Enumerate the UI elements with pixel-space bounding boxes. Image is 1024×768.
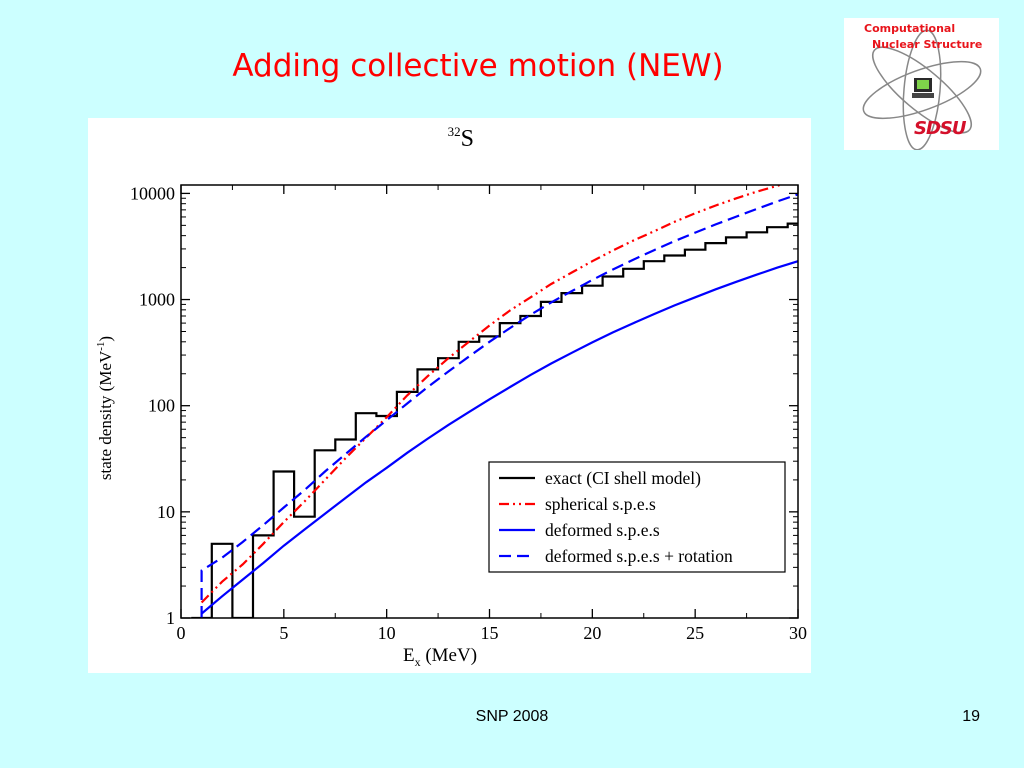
series-line-4 [200, 193, 798, 618]
y-axis-label-superscript: -1 [95, 342, 107, 351]
x-axis-label-unit: (MeV) [421, 645, 477, 666]
legend-box [488, 461, 786, 573]
x-tick-label: 25 [686, 623, 704, 643]
legend-label: deformed s.p.e.s + rotation [545, 546, 733, 566]
logo-text-sdsu: SDSU [914, 118, 966, 139]
x-axis-label-subscript: x [415, 655, 421, 669]
series-line-2 [200, 185, 784, 604]
x-tick-label: 15 [481, 623, 499, 643]
csnp-logo: Computational Nuclear Structure SDSU [844, 18, 999, 150]
x-axis-label: Ex (MeV) [403, 645, 477, 669]
y-tick-label: 1 [166, 608, 175, 628]
state-density-chart: 0 5 10 15 20 25 30 1 10 100 1000 10000 32S Ex (MeV)… [95, 124, 807, 669]
chart-title-main: 32S [448, 124, 474, 152]
y-axis-label: state density (MeV-1) [95, 336, 115, 480]
x-axis-label-main: E [403, 645, 415, 666]
chart-title-element: S [461, 126, 474, 152]
legend-label: exact (CI shell model) [545, 468, 701, 488]
chart-title-superscript: 32 [448, 124, 461, 139]
slide-title: Adding collective motion (NEW) [232, 48, 724, 84]
legend-label: spherical s.p.e.s [545, 494, 656, 514]
y-tick-label: 100 [148, 396, 175, 416]
chart-legend: exact (CI shell model) spherical s.p.e.s d… [488, 461, 786, 573]
footer-conference: SNP 2008 [475, 708, 549, 725]
x-tick-label: 10 [378, 623, 396, 643]
x-tick-label: 30 [789, 623, 807, 643]
series-line-3 [200, 260, 798, 615]
y-axis-label-main: state density (MeV [96, 350, 115, 480]
y-tick-label: 10000 [130, 183, 175, 203]
atom-orbit-computer-icon [862, 29, 982, 150]
logo-text-line1: Computational [864, 22, 956, 35]
y-tick-label: 1000 [139, 290, 175, 310]
x-tick-label: 0 [177, 623, 186, 643]
x-tick-label: 5 [279, 623, 288, 643]
y-tick-label: 10 [157, 502, 175, 522]
logo-text-line2: Nuclear Structure [872, 38, 983, 51]
legend-label: deformed s.p.e.s [545, 520, 660, 540]
page-number: 19 [962, 708, 980, 725]
series-line-1 [191, 222, 798, 618]
chart-panel: 0 5 10 15 20 25 30 1 10 100 1000 10000 32S Ex (MeV)… [88, 118, 811, 673]
x-tick-label: 20 [583, 623, 601, 643]
y-axis-label-end: ) [96, 336, 115, 342]
